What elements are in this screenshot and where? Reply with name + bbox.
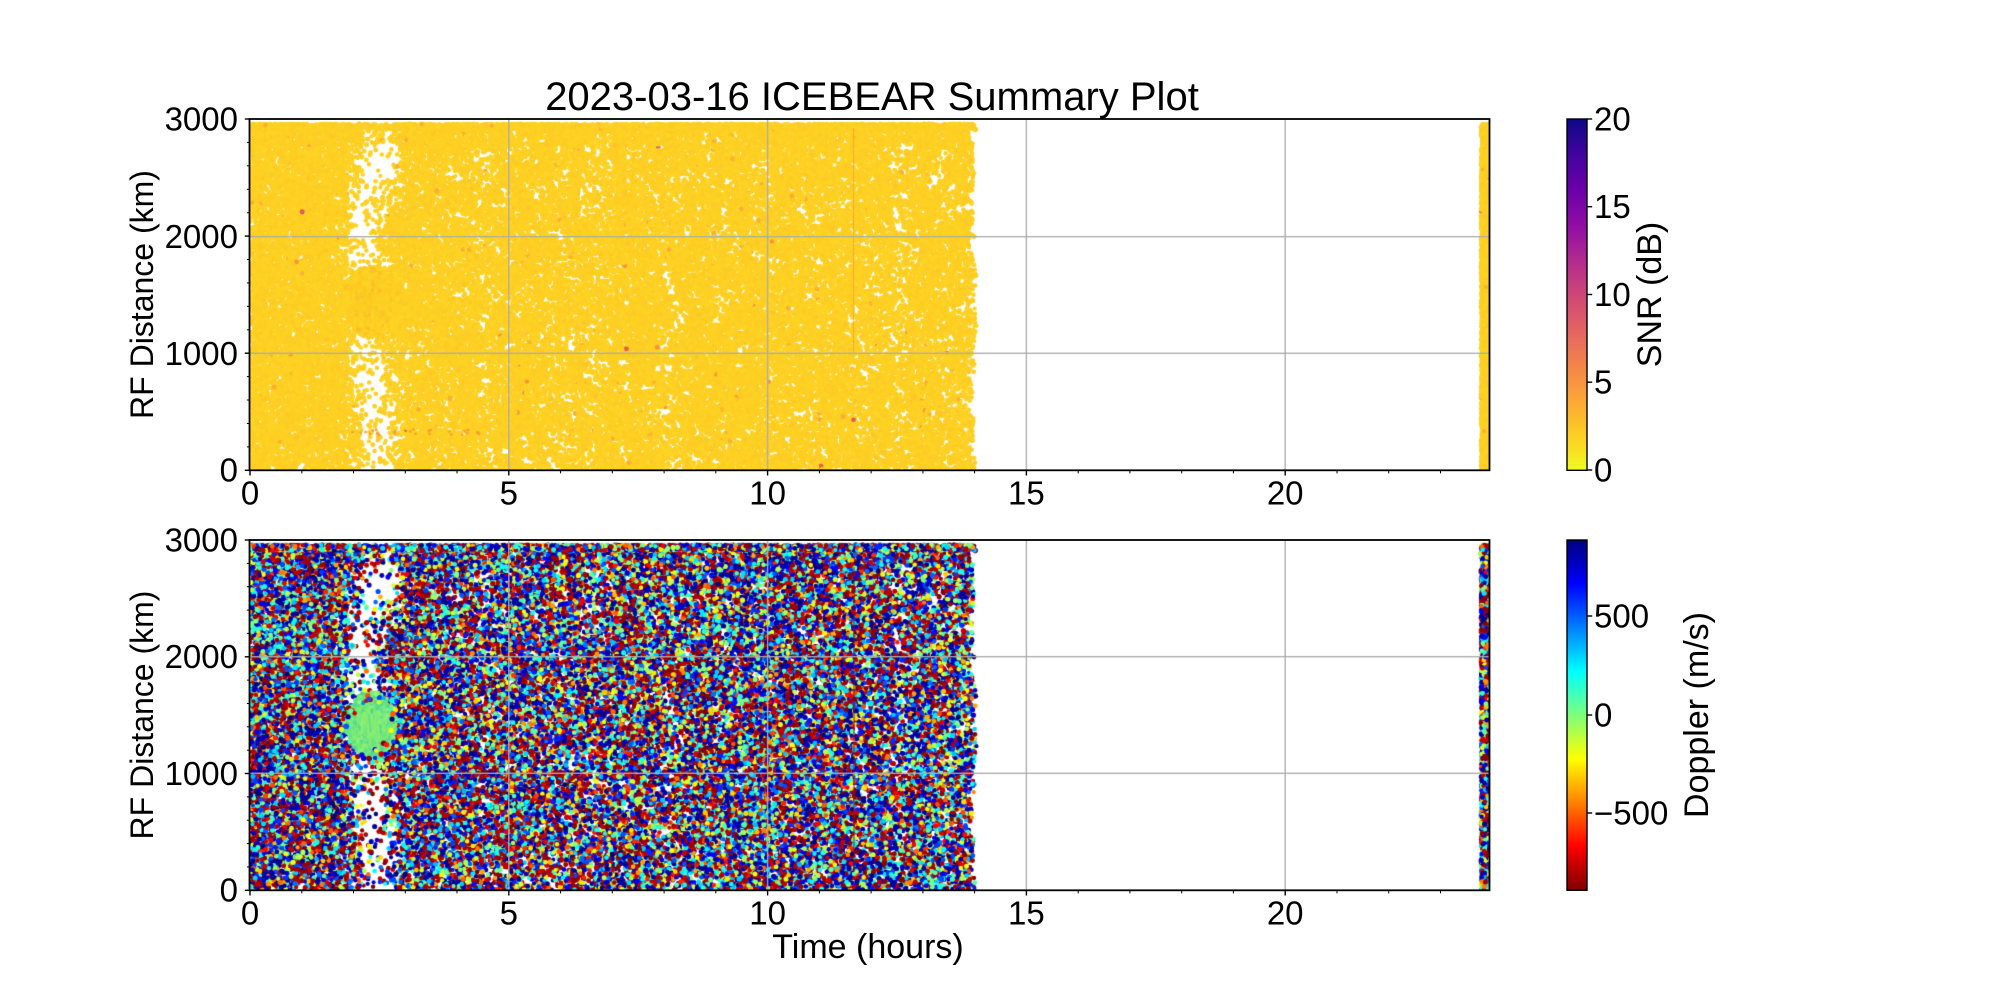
svg-text:3000: 3000	[165, 522, 238, 559]
svg-text:3000: 3000	[165, 101, 238, 138]
svg-text:500: 500	[1594, 598, 1649, 635]
svg-text:RF Distance (km): RF Distance (km)	[124, 170, 160, 419]
svg-text:0: 0	[241, 475, 259, 512]
svg-text:10: 10	[749, 895, 786, 932]
svg-text:10: 10	[749, 475, 786, 512]
svg-text:20: 20	[1267, 475, 1304, 512]
svg-text:0: 0	[241, 895, 259, 932]
svg-text:5: 5	[500, 895, 518, 932]
svg-text:15: 15	[1008, 475, 1045, 512]
svg-text:1000: 1000	[165, 335, 238, 372]
svg-text:0: 0	[1594, 697, 1612, 734]
svg-text:20: 20	[1594, 101, 1631, 138]
svg-text:RF Distance (km): RF Distance (km)	[124, 591, 160, 840]
svg-text:10: 10	[1594, 276, 1631, 313]
svg-text:Time (hours): Time (hours)	[772, 928, 963, 966]
svg-text:2000: 2000	[165, 218, 238, 255]
svg-text:SNR (dB): SNR (dB)	[1631, 222, 1669, 367]
svg-text:5: 5	[500, 475, 518, 512]
svg-text:15: 15	[1594, 188, 1631, 225]
svg-text:Doppler (m/s): Doppler (m/s)	[1678, 612, 1716, 818]
svg-text:15: 15	[1008, 895, 1045, 932]
svg-text:20: 20	[1267, 895, 1304, 932]
svg-text:1000: 1000	[165, 755, 238, 792]
svg-text:2000: 2000	[165, 638, 238, 675]
svg-text:0: 0	[220, 452, 238, 489]
svg-text:−500: −500	[1594, 795, 1668, 832]
svg-text:0: 0	[220, 872, 238, 909]
svg-text:0: 0	[1594, 452, 1612, 489]
svg-text:5: 5	[1594, 364, 1612, 401]
svg-text:2023-03-16 ICEBEAR Summary Plo: 2023-03-16 ICEBEAR Summary Plot	[545, 75, 1199, 119]
